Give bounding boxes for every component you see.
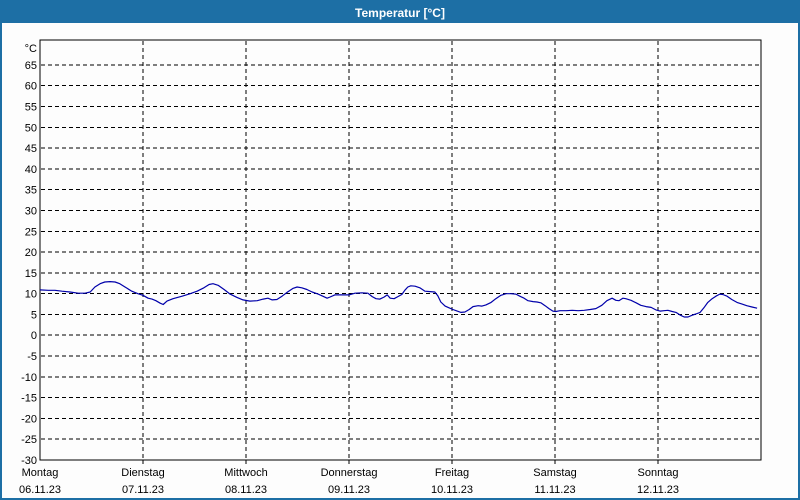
y-axis-tick-label: 45 — [25, 143, 37, 155]
x-axis-date-label: 11.11.23 — [534, 484, 575, 496]
y-axis-tick-label: 15 — [25, 268, 37, 280]
y-axis-tick-label: -15 — [21, 393, 37, 405]
chart-area: -30 -25 -20 -15 -10 -5 0 5 10 15 20 25 30 35 40 45 50 55 6… — [2, 25, 798, 500]
x-axis-day-label: Donnerstag — [321, 467, 378, 479]
x-axis-date-label: 10.11.23 — [431, 484, 473, 496]
y-axis-tick-label: 0 — [31, 330, 37, 342]
x-axis-date-label: 12.11.23 — [637, 484, 679, 496]
y-axis-tick-label: 40 — [25, 164, 37, 176]
y-axis-tick-label: -20 — [21, 413, 37, 425]
window-title-bar: Temperatur [°C] — [2, 2, 798, 23]
x-axis-date-label: 07.11.23 — [122, 484, 164, 496]
y-axis-tick-label: 35 — [25, 185, 37, 197]
x-axis-day-label: Sonntag — [638, 467, 679, 479]
x-axis-day-label: Freitag — [435, 467, 469, 479]
x-axis-day-label: Mittwoch — [224, 467, 267, 479]
y-axis-tick-label: 50 — [25, 122, 37, 134]
y-axis-tick-label: 55 — [25, 102, 37, 114]
x-axis-date-label: 09.11.23 — [328, 484, 370, 496]
y-axis-unit-label: °C — [25, 43, 37, 55]
temperature-chart: -30 -25 -20 -15 -10 -5 0 5 10 15 20 25 30 35 40 45 50 55 6… — [19, 39, 762, 496]
y-axis-tick-label: -25 — [21, 434, 37, 446]
y-axis-tick-label: 60 — [25, 81, 37, 93]
y-axis-tick-label: 30 — [25, 205, 37, 217]
x-axis-date-label: 08.11.23 — [225, 484, 267, 496]
y-axis-tick-label: 20 — [25, 247, 37, 259]
x-axis-day-label: Montag — [22, 467, 59, 479]
y-axis-tick-label: -30 — [21, 455, 37, 467]
x-axis-day-label: Dienstag — [121, 467, 164, 479]
y-axis-tick-label: 10 — [25, 289, 37, 301]
y-axis-tick-label: -5 — [27, 351, 37, 363]
y-axis-tick-label: 25 — [25, 226, 37, 238]
y-axis-tick-label: 5 — [31, 309, 37, 321]
x-axis-day-label: Samstag — [533, 467, 576, 479]
plot-border — [39, 39, 762, 461]
y-axis-tick-label: -10 — [21, 372, 37, 384]
x-axis-date-label: 06.11.23 — [19, 484, 61, 496]
temperature-line — [39, 281, 758, 318]
window-title: Temperatur [°C] — [355, 5, 445, 20]
y-axis-tick-label: 65 — [25, 60, 37, 72]
